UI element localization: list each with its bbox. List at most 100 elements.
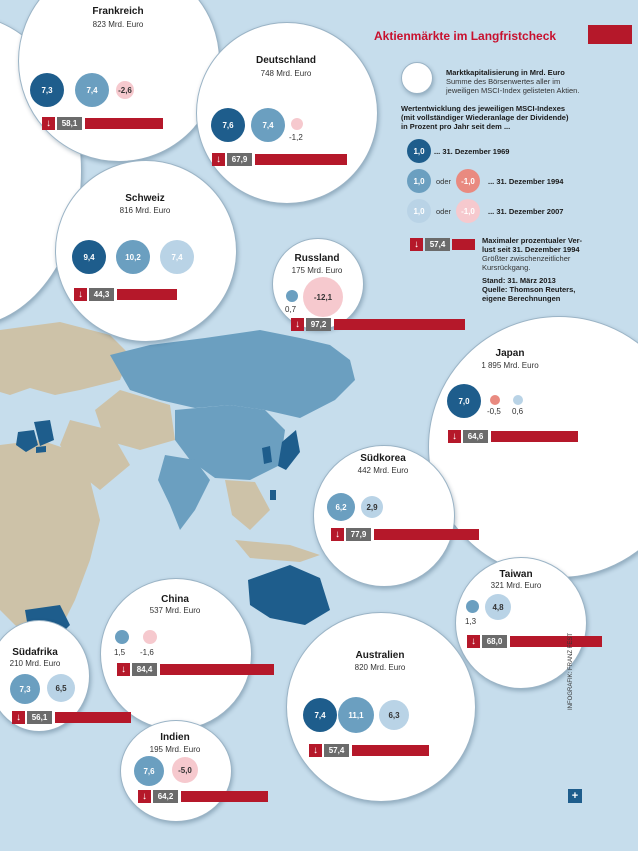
- legend-perf-line2: (mit vollständiger Wiederanlage der Divi…: [401, 113, 569, 122]
- china-max-loss: 84,4: [132, 663, 157, 676]
- schweiz-cap: 816 Mrd. Euro: [119, 206, 171, 215]
- frankreich-perf-1994: 7,4: [75, 73, 109, 107]
- russland-max-loss: 97,2: [306, 318, 331, 331]
- australien-perf-1969: 7,4: [303, 698, 337, 732]
- legend-source-line1: Stand: 31. März 2013: [482, 276, 556, 285]
- taiwan-max-loss: 68,0: [482, 635, 507, 648]
- legend-source-line3: eigene Berechnungen: [482, 294, 561, 303]
- suedafrika-down-arrow-icon: ↓: [12, 711, 25, 724]
- map-middle-east: [60, 420, 130, 490]
- suedkorea-max-bar: [374, 529, 479, 540]
- legend-period-2007: ... 31. Dezember 2007: [488, 207, 564, 216]
- legend-circle-line2: Summe des Börsenwertes aller im: [446, 77, 561, 86]
- schweiz-down-arrow-icon: ↓: [74, 288, 87, 301]
- title-accent-bar: [588, 25, 632, 44]
- australien-title: Australien: [355, 650, 405, 661]
- china-perf-1994-label: 1,5: [114, 648, 126, 657]
- map-africa: [0, 440, 100, 640]
- australien-max-bar: [352, 745, 429, 756]
- indien-perf-1994: 7,6: [134, 756, 164, 786]
- schweiz-title: Schweiz: [125, 193, 165, 204]
- russland-title: Russland: [294, 253, 340, 264]
- legend-example-1994-neg: -1,0: [456, 169, 480, 193]
- frankreich-max-loss: 58,1: [57, 117, 82, 130]
- japan-perf-1994-label: -0,5: [487, 407, 501, 416]
- legend-example-2007-neg: -1,0: [456, 199, 480, 223]
- taiwan-perf-1994-label: 1,3: [465, 617, 477, 626]
- japan-perf-1994: [490, 395, 500, 405]
- legend-max-line1: Maximaler prozentualer Ver-: [482, 236, 583, 245]
- frankreich-perf-1969: 7,3: [30, 73, 64, 107]
- suedkorea-cap: 442 Mrd. Euro: [357, 466, 409, 475]
- legend-down-arrow-icon: ↓: [410, 238, 423, 251]
- suedafrika-perf-1994: 7,3: [10, 674, 40, 704]
- japan-max-loss: 64,6: [463, 430, 488, 443]
- legend-sample-circle: [401, 62, 433, 94]
- legend-max-line3: Größter zwischenzeitlicher: [482, 254, 571, 263]
- map-europe: [0, 322, 130, 395]
- legend-perf-line3: in Prozent pro Jahr seit dem ...: [401, 122, 511, 131]
- deutschland-title: Deutschland: [255, 55, 316, 66]
- taiwan-down-arrow-icon: ↓: [467, 635, 480, 648]
- bubble-china: [100, 578, 252, 730]
- japan-title: Japan: [495, 348, 525, 359]
- suedkorea-down-arrow-icon: ↓: [331, 528, 344, 541]
- taiwan-cap: 321 Mrd. Euro: [490, 581, 542, 590]
- deutschland-perf-2007-label: -1,2: [289, 133, 303, 142]
- australien-cap: 820 Mrd. Euro: [354, 663, 406, 672]
- schweiz-perf-1969: 9,4: [72, 240, 106, 274]
- legend-circle-line1: Marktkapitalisierung in Mrd. Euro: [446, 68, 565, 77]
- legend-period-1994: ... 31. Dezember 1994: [488, 177, 564, 186]
- page-title: Aktienmärkte im Langfristcheck: [374, 29, 557, 43]
- suedafrika-max-loss: 56,1: [27, 711, 52, 724]
- taiwan-perf-2007: 4,8: [485, 594, 511, 620]
- japan-max-bar: [491, 431, 578, 442]
- deutschland-perf-1969: 7,6: [211, 108, 245, 142]
- frankreich-down-arrow-icon: ↓: [42, 117, 55, 130]
- map-taiwan: [270, 490, 276, 500]
- schweiz-max-bar: [117, 289, 177, 300]
- suedkorea-title: Südkorea: [360, 453, 406, 464]
- map-russia: [110, 330, 355, 418]
- schweiz-perf-1994: 10,2: [116, 240, 150, 274]
- taiwan-title: Taiwan: [499, 569, 533, 580]
- map-australia: [248, 565, 330, 625]
- legend-example-1994-pos: 1,0: [407, 169, 431, 193]
- taiwan-max-bar: [510, 636, 602, 647]
- legend-perf-line1: Wertentwicklung des jeweiligen MSCI-Inde…: [401, 104, 566, 113]
- legend-source-line2: Quelle: Thomson Reuters,: [482, 285, 576, 294]
- china-cap: 537 Mrd. Euro: [149, 606, 201, 615]
- frankreich-perf-2007: -2,6: [116, 81, 134, 99]
- deutschland-perf-1994: 7,4: [251, 108, 285, 142]
- frankreich-title: Frankreich: [92, 6, 144, 17]
- russland-perf-1994-label: 0,7: [285, 305, 297, 314]
- china-perf-2007: [143, 630, 157, 644]
- australien-max-loss: 57,4: [324, 744, 349, 757]
- japan-down-arrow-icon: ↓: [448, 430, 461, 443]
- china-title: China: [161, 594, 189, 605]
- suedafrika-max-bar: [55, 712, 131, 723]
- map-switzerland: [36, 446, 46, 453]
- legend-oder-1994: oder: [436, 177, 452, 186]
- china-perf-2007-label: -1,6: [140, 648, 154, 657]
- suedkorea-max-loss: 77,9: [346, 528, 371, 541]
- map-central-asia: [95, 390, 175, 450]
- suedafrika-perf-2007: 6,5: [47, 674, 75, 702]
- suedkorea-perf-2007: 2,9: [361, 496, 383, 518]
- frankreich-max-bar: [85, 118, 163, 129]
- australien-down-arrow-icon: ↓: [309, 744, 322, 757]
- australien-perf-2007: 6,3: [379, 700, 409, 730]
- russland-max-bar: [334, 319, 465, 330]
- taiwan-perf-1994: [466, 600, 479, 613]
- map-france: [16, 430, 38, 452]
- map-se-asia: [225, 480, 270, 530]
- indien-perf-2007: -5,0: [172, 757, 198, 783]
- indien-max-bar: [181, 791, 268, 802]
- legend-example-2007-pos: 1,0: [407, 199, 431, 223]
- legend-example-1969: 1,0: [407, 139, 431, 163]
- credit-text: INFOGRAFIK: FRANZ FEST: [568, 632, 574, 710]
- legend-max-value: 57,4: [425, 238, 450, 251]
- schweiz-perf-2007: 7,4: [160, 240, 194, 274]
- indien-max-loss: 64,2: [153, 790, 178, 803]
